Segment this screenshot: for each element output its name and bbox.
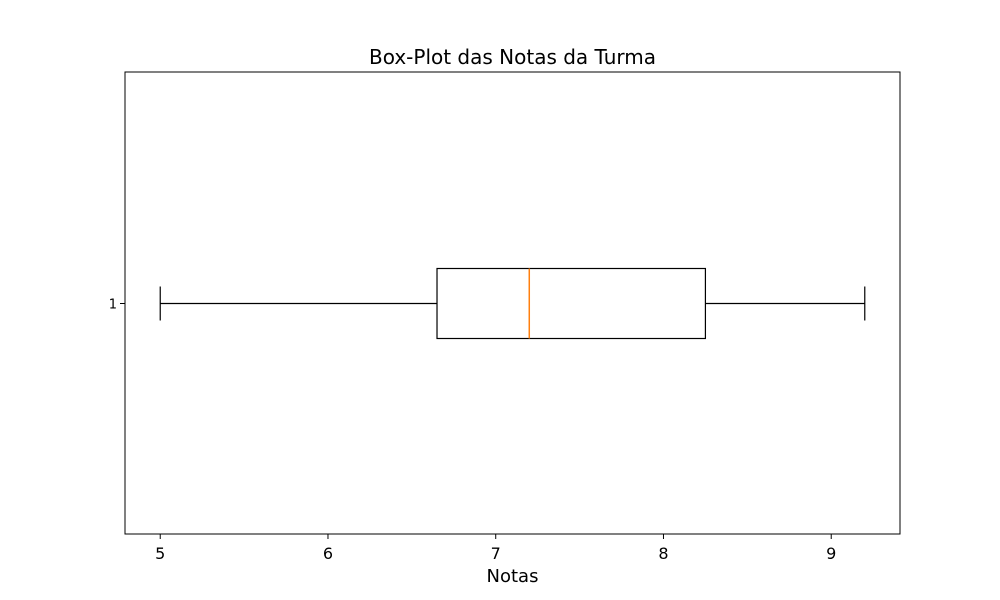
x-axis-ticks: 5 6 7 8 9 [155,534,836,563]
x-tick-label: 6 [323,544,333,563]
x-tick-label: 5 [155,544,165,563]
chart-title: Box-Plot das Notas da Turma [369,45,656,69]
x-tick-label: 8 [658,544,668,563]
x-tick-label: 9 [826,544,836,563]
box-series-1 [159,267,866,340]
y-axis-ticks: 1 [109,298,125,313]
y-tick-label: 1 [109,298,117,313]
x-tick-label: 7 [491,544,501,563]
x-axis-label: Notas [487,566,539,587]
plot-marks [159,267,866,340]
box-iqr [436,267,707,340]
